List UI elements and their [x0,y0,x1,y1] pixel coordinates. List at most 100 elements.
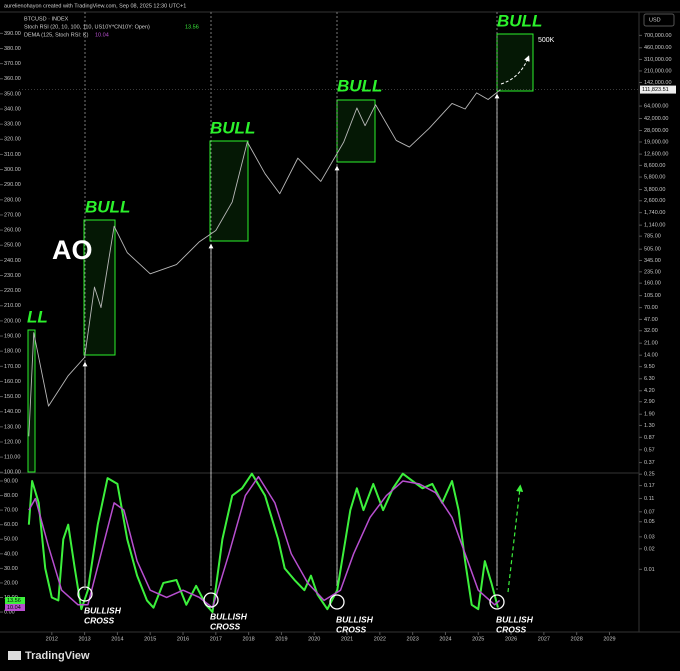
y-tick-label: 210.00 [4,303,21,309]
y-tick-label: 260.00 [4,228,21,234]
plot: 100.00 110.00 120.00 130.00 140.00 150.00 160.… [0,31,676,642]
y2-tick-label: 0.03 [644,534,655,540]
cross-label: CROSS [210,621,241,631]
x-tick-label: 2019 [275,636,287,642]
y-tick-label: 90.00 [4,478,18,484]
y2-tick-label: 0.11 [644,496,654,502]
y2-tick-label: 21.00 [644,341,658,347]
footer [0,644,680,671]
y2-tick-label: 8,600.00 [644,163,665,169]
y-tick-label: 50.00 [4,537,18,543]
y2-tick-label: 0.25 [644,472,655,478]
bull-box [209,140,249,242]
y-tick-label: 340.00 [4,106,21,112]
y-tick-label: 100.00 [4,470,21,476]
y2-tick-label: 235.00 [644,269,661,275]
x-tick-label: 2016 [177,636,189,642]
y2-tick-label: 505.00 [644,247,661,253]
y2-tick-label: 2.90 [644,399,655,405]
x-tick-label: 2023 [407,636,419,642]
dema: DEMA (125, Stoch RSI: K) [24,32,89,38]
y2-tick-label: 5,800.00 [644,174,665,180]
y-tick-label: 300.00 [4,167,21,173]
y-tick-label: 230.00 [4,273,21,279]
y-tick-label: 140.00 [4,409,21,415]
y-tick-label: 0.00 [4,610,15,616]
brand: TradingView [25,650,90,662]
x-tick-label: 2027 [538,636,550,642]
bull-label: BULL [497,11,542,30]
cross-circle [203,592,219,608]
y-tick-label: 380.00 [4,46,21,52]
x-tick-label: 2020 [308,636,320,642]
y-tick-label: 70.00 [4,508,18,514]
series-line [28,475,501,609]
x-tick-label: 2012 [46,636,58,642]
y2-tick-label: 142,000.00 [644,80,672,86]
y2-tick-label: 0.05 [644,519,655,525]
cross-label: CROSS [336,624,367,634]
bull-label: BULL [85,197,130,216]
legend-value: 10.04 [7,605,21,611]
legend-chip [5,597,25,604]
y2-tick-label: 42,000.00 [644,116,668,122]
y2-tick-label: 700,000.00 [644,33,672,39]
currency-box[interactable] [643,13,675,27]
y-tick-label: 150.00 [4,394,21,400]
cross-label: BULLISH [496,614,534,624]
rsi-projection [507,484,524,593]
y2-tick-label: 0.17 [644,483,655,489]
bull-box [83,219,116,356]
y2-tick-label: 345.00 [644,258,661,264]
y-tick-label: 80.00 [4,493,18,499]
x-tick-label: 2014 [111,636,123,642]
cross-circle [329,594,345,610]
x-tick-label: 2017 [210,636,222,642]
y2-tick-label: 19,000.00 [644,139,668,145]
y2-tick-label: 1.30 [644,423,655,429]
y2-tick-label: 0.57 [644,447,655,453]
cross-circle [489,594,505,610]
y-tick-label: 160.00 [4,379,21,385]
y-tick-label: 240.00 [4,258,21,264]
y-tick-label: 280.00 [4,197,21,203]
x-tick-label: 2018 [243,636,255,642]
indicator: Stoch RSI (20, 10, 100, 110, US10Y*CN10Y… [24,24,150,30]
y-tick-label: 330.00 [4,122,21,128]
y2-tick-label: 47.00 [644,317,658,323]
y2-tick-label: 9.50 [644,364,655,370]
y-tick-label: 120.00 [4,439,21,445]
y-tick-label: 130.00 [4,424,21,430]
x-tick-label: 2015 [144,636,156,642]
series-line [28,89,501,437]
bull-boxes [27,33,534,473]
target-label: 500K [538,37,555,44]
bull-label: BULL [337,76,382,95]
y-tick-label: 60.00 [4,522,18,528]
bull-box [27,329,36,473]
y2-tick-label: 1,740.00 [644,210,665,216]
x-tick-label: 2013 [78,636,90,642]
y-tick-label: 20.00 [4,580,18,586]
cross-arrows [82,93,500,586]
y2-tick-label: 210,000.00 [644,68,672,74]
y2-tick-label: 0.02 [644,546,655,552]
y-tick-label: 40.00 [4,551,18,557]
bull-box [336,99,376,163]
y2-tick-label: 785.00 [644,234,661,240]
cross-circles [77,586,505,610]
y-tick-label: 310.00 [4,152,21,158]
credit: aurelienohayon created with TradingView.… [4,3,186,9]
y2-tick-label: 1.90 [644,412,655,418]
y-tick-label: 390.00 [4,31,21,37]
y2-tick-label: 0.07 [644,509,655,515]
currency[interactable]: USD [649,17,661,23]
bull-label: LL [27,307,48,326]
y2-tick-label: 12,600.00 [644,152,668,158]
y-tick-label: 290.00 [4,182,21,188]
cross-label: BULLISH [210,611,248,621]
y2-tick-label: 160.00 [644,281,661,287]
y-tick-label: 220.00 [4,288,21,294]
